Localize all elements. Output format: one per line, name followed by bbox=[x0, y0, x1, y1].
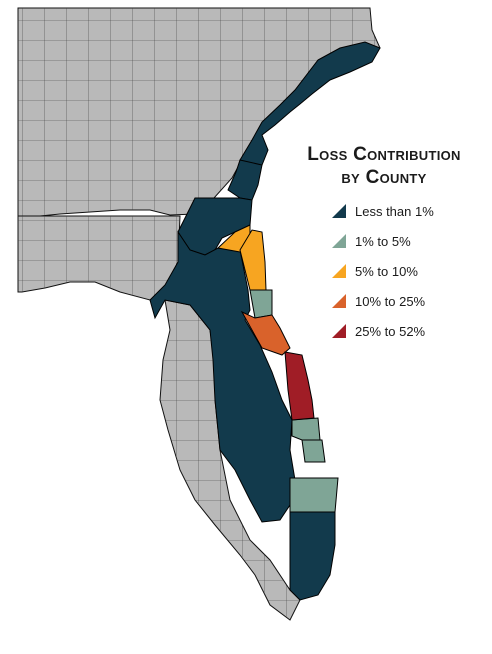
legend-item-label: 1% to 5% bbox=[355, 233, 411, 249]
legend-swatch-icon bbox=[332, 294, 346, 308]
county-25-to-52 bbox=[284, 351, 315, 421]
legend-item: Less than 1% bbox=[332, 203, 484, 219]
panhandle-county-lines bbox=[18, 216, 180, 300]
legend-title-line1: Loss Contribution bbox=[307, 144, 461, 165]
county-1-to-5-lower bbox=[301, 439, 326, 463]
legend-item-label: Less than 1% bbox=[355, 203, 434, 219]
peninsula-county-lines bbox=[160, 300, 300, 620]
legend-item: 5% to 10% bbox=[332, 263, 484, 279]
legend-swatch-icon bbox=[332, 324, 346, 338]
legend-item-label: 25% to 52% bbox=[355, 323, 426, 339]
county-coastal-sc-ga bbox=[239, 41, 381, 171]
legend-title: Loss Contribution by County bbox=[304, 143, 464, 189]
legend-items: Less than 1% 1% to 5% 5% to 10% 10% to 25% 2… bbox=[332, 203, 484, 339]
county-1-to-5-south bbox=[289, 477, 339, 513]
georgia-county-lines bbox=[18, 8, 380, 216]
county-1-to-5-north bbox=[249, 289, 273, 319]
legend-item-label: 5% to 10% bbox=[355, 263, 418, 279]
county-central-fl bbox=[149, 230, 296, 523]
legend-swatch-icon bbox=[332, 264, 346, 278]
legend-item: 10% to 25% bbox=[332, 293, 484, 309]
county-10-to-25 bbox=[240, 310, 291, 356]
legend-item: 25% to 52% bbox=[332, 323, 484, 339]
legend-item-label: 10% to 25% bbox=[355, 293, 426, 309]
map-legend: Loss Contribution by County Less than 1%… bbox=[304, 143, 484, 353]
legend-swatch-icon bbox=[332, 234, 346, 248]
county-5-to-10-south bbox=[239, 229, 267, 291]
county-1-to-5-mid bbox=[291, 417, 321, 441]
legend-item: 1% to 5% bbox=[332, 233, 484, 249]
county-south-fl bbox=[289, 509, 336, 601]
legend-title-line2: by County bbox=[341, 167, 427, 188]
legend-swatch-icon bbox=[332, 204, 346, 218]
